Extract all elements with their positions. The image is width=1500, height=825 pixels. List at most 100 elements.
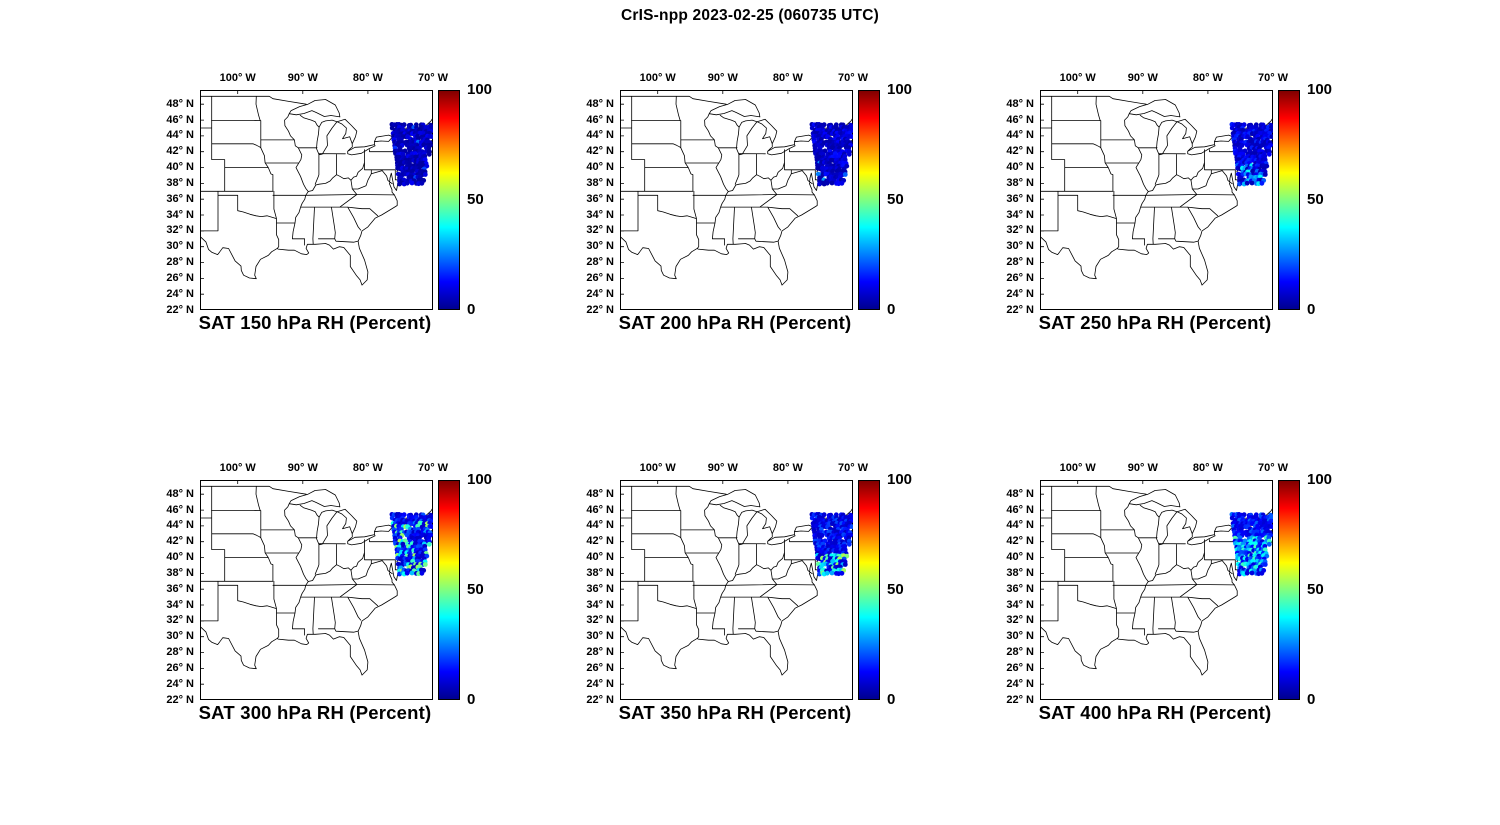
rh-dot xyxy=(1269,524,1273,529)
lat-tick-label: 40° N xyxy=(1006,551,1034,564)
lat-tick-label: 42° N xyxy=(586,535,614,548)
colorbar-max-label: 100 xyxy=(467,81,493,98)
rh-dot xyxy=(429,134,433,139)
lat-tick-label: 26° N xyxy=(1006,271,1034,284)
rh-dot xyxy=(842,562,848,567)
colorbar-min-label: 0 xyxy=(887,301,896,318)
lat-tick-label: 48° N xyxy=(166,487,194,500)
lon-tick-label: 70° W xyxy=(1257,462,1289,474)
lat-tick-label: 28° N xyxy=(1006,256,1034,268)
lat-tick-label: 28° N xyxy=(1006,646,1034,658)
rh-dot xyxy=(824,180,830,186)
lat-tick-label: 40° N xyxy=(166,161,194,174)
lat-tick-label: 30° N xyxy=(166,630,194,643)
lon-tick-label: 100° W xyxy=(1059,462,1096,474)
colorbar-max-label: 100 xyxy=(467,471,493,488)
colorbar-mid-label: 50 xyxy=(1307,581,1324,598)
rh-dot xyxy=(1249,180,1255,186)
map-frame xyxy=(1040,480,1273,700)
lat-tick-label: 36° N xyxy=(586,192,614,205)
lat-tick-label: 32° N xyxy=(586,224,614,237)
rh-dot xyxy=(1249,570,1255,576)
lat-tick-label: 30° N xyxy=(586,240,614,253)
colorbar-max-label: 100 xyxy=(887,81,913,98)
rh-dot xyxy=(846,535,852,541)
lon-tick-label: 90° W xyxy=(1127,462,1158,474)
lat-tick-label: 46° N xyxy=(166,113,194,126)
rh-dot xyxy=(829,570,835,576)
lat-tick-label: 28° N xyxy=(166,256,194,268)
lat-tick-label: 42° N xyxy=(166,535,194,548)
lat-tick-label: 38° N xyxy=(1006,176,1034,189)
panel-250-hpa: 100° W 90° W 80° W 70° W 48° N 46° N 44° N 42° … xyxy=(985,62,1332,350)
colorbar-max-label: 100 xyxy=(887,471,913,488)
rh-scatter xyxy=(809,122,853,187)
lat-tick-label: 24° N xyxy=(166,677,194,690)
axis-ticks xyxy=(1040,480,1273,700)
us-map xyxy=(200,90,433,310)
map-frame xyxy=(620,90,853,310)
lat-tick-label: 48° N xyxy=(1006,97,1034,110)
lat-tick-label: 24° N xyxy=(586,677,614,690)
rh-dot xyxy=(422,172,428,177)
axis-ticks xyxy=(620,90,853,310)
lat-tick-label: 26° N xyxy=(586,271,614,284)
lat-tick-label: 44° N xyxy=(586,519,614,532)
lat-tick-label: 30° N xyxy=(586,630,614,643)
lat-tick-label: 32° N xyxy=(1006,614,1034,627)
lat-tick-label: 28° N xyxy=(586,256,614,268)
colorbar-min-label: 0 xyxy=(887,691,896,708)
lat-tick-label: 22° N xyxy=(166,693,194,706)
axis-ticks xyxy=(200,480,433,700)
lat-tick-label: 38° N xyxy=(586,176,614,189)
lat-tick-label: 22° N xyxy=(166,303,194,316)
lat-tick-label: 40° N xyxy=(166,551,194,564)
lat-tick-label: 42° N xyxy=(1006,145,1034,158)
lat-tick-label: 28° N xyxy=(166,646,194,658)
lat-tick-label: 36° N xyxy=(166,192,194,205)
axis-ticks xyxy=(1040,90,1273,310)
lat-tick-label: 34° N xyxy=(166,208,194,221)
rh-scatter xyxy=(1229,122,1273,187)
lat-tick-label: 26° N xyxy=(586,661,614,674)
panel-title: SAT 150 hPa RH (Percent) xyxy=(198,312,432,333)
colorbar-max-label: 100 xyxy=(1307,471,1333,488)
rh-dot xyxy=(426,151,432,157)
rh-dot xyxy=(849,134,853,139)
colorbar-mid-label: 50 xyxy=(467,191,484,208)
lat-tick-label: 22° N xyxy=(586,693,614,706)
lat-tick-label: 46° N xyxy=(586,113,614,126)
colorbar-jet xyxy=(438,90,460,310)
panel-150-hpa: 100° W 90° W 80° W 70° W 48° N 46° N 44° N 42° … xyxy=(145,62,493,350)
lon-tick-label: 70° W xyxy=(417,72,449,84)
rh-dot xyxy=(1262,562,1268,567)
rh-dot xyxy=(426,535,432,541)
lat-tick-label: 38° N xyxy=(166,176,194,189)
panel-350-hpa: 100° W 90° W 80° W 70° W 48° N 46° N 44° N 42° … xyxy=(565,452,913,740)
us-map xyxy=(620,480,853,700)
lat-tick-label: 26° N xyxy=(166,271,194,284)
rh-dot xyxy=(404,570,410,576)
rh-dot xyxy=(1244,180,1250,186)
lon-tick-label: 70° W xyxy=(837,72,869,84)
rh-dot xyxy=(419,180,425,186)
lat-tick-label: 36° N xyxy=(166,582,194,595)
panel-title: SAT 400 hPa RH (Percent) xyxy=(1038,702,1272,723)
lon-tick-label: 80° W xyxy=(1192,72,1223,84)
lat-tick-label: 36° N xyxy=(1006,192,1034,205)
panel-title: SAT 350 hPa RH (Percent) xyxy=(618,702,852,723)
rh-dot xyxy=(1266,151,1272,157)
lat-tick-label: 48° N xyxy=(586,97,614,110)
lon-tick-label: 80° W xyxy=(352,72,383,84)
rh-dot xyxy=(824,570,830,576)
rh-dot xyxy=(1259,570,1265,576)
lat-tick-label: 32° N xyxy=(586,614,614,627)
lon-tick-label: 80° W xyxy=(1192,462,1223,474)
lat-tick-label: 38° N xyxy=(586,566,614,579)
rh-scatter xyxy=(389,512,433,577)
lon-tick-label: 100° W xyxy=(219,462,256,474)
lon-tick-label: 100° W xyxy=(639,462,676,474)
map-frame xyxy=(200,90,433,310)
panel-title: SAT 200 hPa RH (Percent) xyxy=(618,312,852,333)
